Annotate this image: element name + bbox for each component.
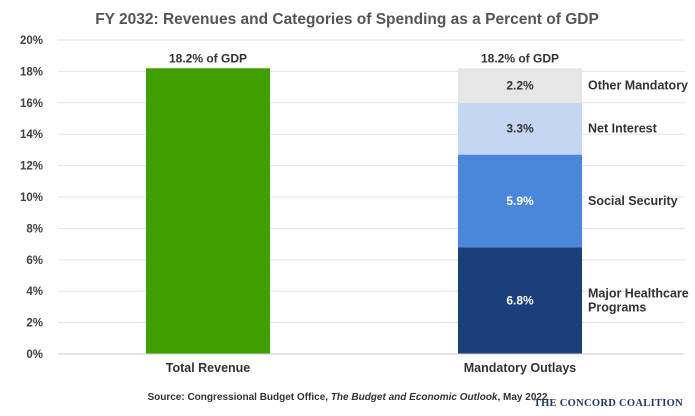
mandatory-outlays-total-label: 18.2% of GDP (481, 51, 559, 65)
source-suffix: , May 2022 (497, 392, 548, 403)
segment-social-security (458, 154, 582, 248)
y-tick-label: 8% (26, 223, 43, 235)
y-tick-label: 14% (20, 129, 43, 141)
segment-value-net-interest: 3.3% (506, 122, 534, 136)
y-tick-label: 20% (20, 35, 43, 47)
bar-total-revenue (146, 68, 270, 354)
y-tick-label: 0% (26, 349, 43, 361)
x-tick-label: Mandatory Outlays (464, 361, 577, 375)
y-tick-label: 10% (20, 192, 43, 204)
x-tick-label: Total Revenue (166, 361, 251, 375)
y-tick-label: 16% (20, 98, 43, 110)
segment-other-mandatory (458, 68, 582, 103)
segment-major-healthcare-programs (458, 247, 582, 354)
source-title: The Budget and Economic Outlook (330, 392, 498, 403)
chart: FY 2032: Revenues and Categories of Spen… (20, 11, 689, 375)
y-tick-label: 4% (26, 286, 43, 298)
y-tick-label: 6% (26, 255, 43, 267)
source-prefix: Source: Congressional Budget Office, (147, 392, 331, 403)
segment-name-net-interest: Net Interest (588, 122, 658, 136)
x-axis: Total Revenue Mandatory Outlays (58, 353, 685, 375)
source-note: Source: Congressional Budget Office, The… (0, 392, 695, 403)
y-tick-label: 18% (20, 66, 43, 78)
segment-name-other-mandatory: Other Mandatory (588, 79, 688, 93)
chart-title: FY 2032: Revenues and Categories of Spen… (95, 11, 599, 28)
segment-name-major-healthcare-programs: Major Healthcare Programs (588, 287, 689, 315)
segment-value-social-security: 5.9% (506, 194, 534, 208)
concord-coalition-logo: THE CONCORD COALITION (533, 398, 683, 409)
segment-value-major-healthcare-programs: 6.8% (506, 294, 534, 308)
total-revenue-label: 18.2% of GDP (169, 51, 247, 65)
y-axis: 0% 2% 4% 6% 8% 10% 12% 14% 16% 18% 20% (20, 35, 43, 361)
segment-net-interest (458, 102, 582, 155)
y-tick-label: 12% (20, 161, 43, 173)
y-tick-label: 2% (26, 318, 43, 330)
segment-value-other-mandatory: 2.2% (506, 79, 534, 93)
segment-name-social-security: Social Security (588, 194, 678, 208)
bars: 18.2% of GDP 6.8% Major Healthcare Programs… (146, 51, 689, 354)
